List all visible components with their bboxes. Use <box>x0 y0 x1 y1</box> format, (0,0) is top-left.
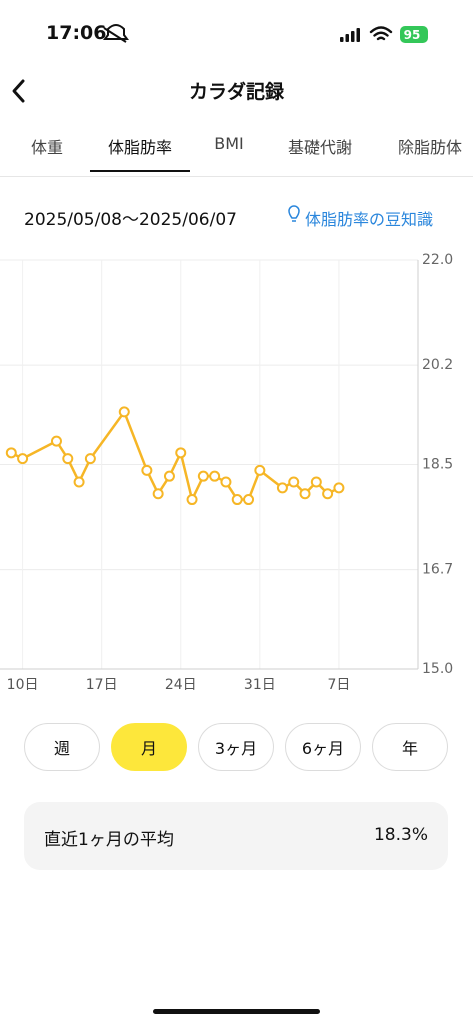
period-button[interactable]: 月 <box>111 723 187 771</box>
battery-icon <box>400 26 428 43</box>
chart: 95 15.0 16.7 18.5 20.2 22.0 10日 17日 24日 31日 7日 <box>0 24 453 693</box>
period-button[interactable]: 年 <box>372 723 448 771</box>
period-button[interactable]: 6ヶ月 <box>285 723 361 771</box>
y-tick-label: 22.0 <box>422 252 453 268</box>
data-point <box>62 453 74 465</box>
tab[interactable]: 基礎代謝 <box>287 138 353 157</box>
home-indicator <box>153 1009 320 1014</box>
mute-icon <box>103 24 129 43</box>
y-tick-label: 16.7 <box>422 562 453 578</box>
data-point <box>5 447 17 459</box>
data-point <box>118 406 130 418</box>
data-point <box>84 453 96 465</box>
clock: 17:06 <box>46 22 107 44</box>
y-tick-label: 20.2 <box>422 357 453 373</box>
tab[interactable]: 除脂肪体 <box>397 138 463 157</box>
summary-value: 18.3% <box>373 825 428 845</box>
tip-link[interactable]: 体脂肪率の豆知識 <box>305 210 434 229</box>
x-tick-label: 24日 <box>165 677 197 693</box>
data-point <box>175 447 187 459</box>
tab[interactable]: 体重 <box>30 138 64 157</box>
y-tick-label: 15.0 <box>422 661 453 677</box>
back-button[interactable] <box>12 79 25 103</box>
page-title: カラダ記録 <box>188 81 284 103</box>
data-point <box>73 476 85 488</box>
wifi-icon <box>369 26 393 41</box>
x-tick-label: 31日 <box>244 677 276 693</box>
date-range: 2025/05/08〜2025/06/07 <box>24 210 237 230</box>
data-point <box>276 482 288 494</box>
data-point <box>209 470 221 482</box>
data-point <box>186 494 198 506</box>
period-button[interactable]: 週 <box>24 723 100 771</box>
data-point <box>288 476 300 488</box>
data-point <box>322 488 334 500</box>
data-point <box>163 470 175 482</box>
tab[interactable]: BMI <box>214 134 244 153</box>
summary-card: 直近1ヶ月の平均 18.3% <box>24 802 448 870</box>
data-point <box>141 464 153 476</box>
data-point <box>152 488 164 500</box>
x-tick-label: 10日 <box>7 677 39 693</box>
period-button[interactable]: 3ヶ月 <box>198 723 274 771</box>
summary-label: 直近1ヶ月の平均 <box>44 830 174 850</box>
data-point <box>17 453 29 465</box>
tab-bar: 体重 体脂肪率 BMI 基礎代謝 除脂肪体 <box>0 134 473 177</box>
data-point <box>220 476 232 488</box>
x-tick-label: 17日 <box>86 677 118 693</box>
data-point <box>231 494 243 506</box>
battery-level: 95 <box>404 28 421 42</box>
x-tick-label: 7日 <box>327 677 350 693</box>
data-point <box>333 482 345 494</box>
data-point <box>197 470 209 482</box>
data-point <box>50 435 62 447</box>
tab[interactable]: 体脂肪率 <box>89 134 191 172</box>
data-point <box>299 488 311 500</box>
data-point <box>310 476 322 488</box>
data-line <box>10 410 340 501</box>
bulb-icon <box>288 205 300 222</box>
data-point <box>254 464 266 476</box>
signal-icon <box>340 28 360 42</box>
plot-area: 15.0 16.7 18.5 20.2 22.0 10日 17日 24日 31日 7日 <box>0 252 453 693</box>
y-tick-label: 18.5 <box>422 457 453 473</box>
data-point <box>243 494 255 506</box>
